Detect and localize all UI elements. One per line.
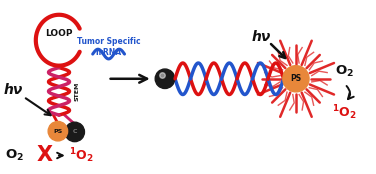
- Text: $\mathbf{O_2}$: $\mathbf{O_2}$: [335, 64, 354, 79]
- Circle shape: [155, 69, 175, 89]
- Text: LOOP: LOOP: [45, 29, 73, 38]
- Text: hν: hν: [252, 30, 271, 44]
- Text: PS: PS: [53, 129, 62, 134]
- Text: $\mathbf{^1O_2}$: $\mathbf{^1O_2}$: [69, 146, 94, 165]
- Text: $\mathbf{O_2}$: $\mathbf{O_2}$: [5, 148, 24, 163]
- Text: STEM: STEM: [74, 82, 79, 101]
- Text: Tumor Specific: Tumor Specific: [77, 37, 141, 46]
- Text: hν: hν: [3, 83, 23, 97]
- Text: X: X: [37, 145, 53, 165]
- Text: mRNA: mRNA: [96, 48, 122, 57]
- Text: C: C: [73, 129, 77, 135]
- Text: PS: PS: [290, 74, 302, 83]
- Text: $\mathbf{^1O_2}$: $\mathbf{^1O_2}$: [332, 103, 357, 122]
- Circle shape: [65, 122, 85, 142]
- Circle shape: [283, 66, 309, 92]
- Circle shape: [48, 121, 68, 141]
